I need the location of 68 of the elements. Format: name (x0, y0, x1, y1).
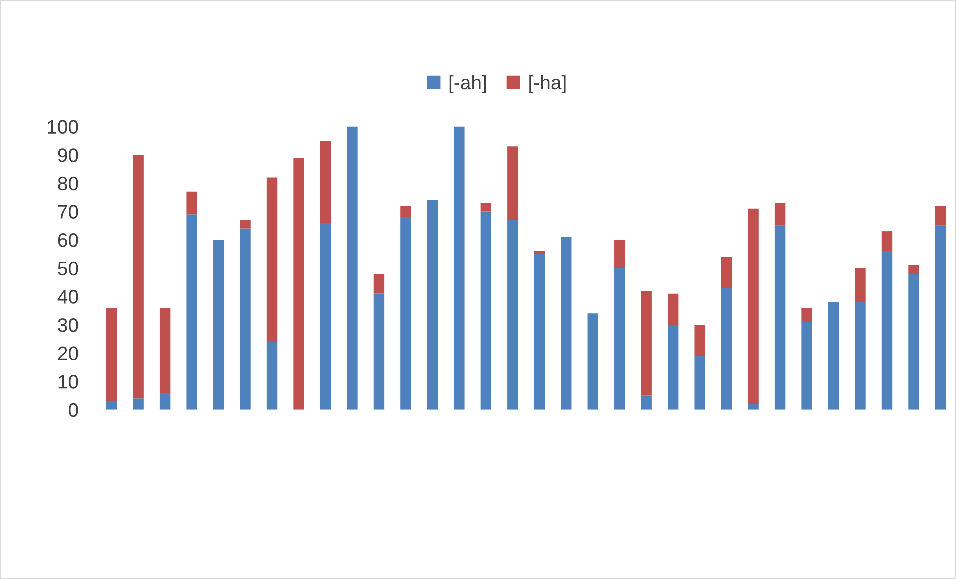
legend-label: [-ha] (530, 75, 566, 94)
bar (882, 232, 893, 252)
bar (266, 178, 278, 342)
y-tick-label: 20 (58, 346, 78, 361)
bar (213, 240, 224, 410)
bar (721, 257, 732, 288)
bar (561, 237, 572, 410)
bar (400, 217, 412, 410)
bar (694, 356, 706, 410)
bar (266, 342, 278, 410)
bar (694, 324, 706, 356)
bar (908, 274, 920, 410)
bar (855, 268, 866, 302)
bar (721, 288, 732, 410)
bar (668, 294, 679, 325)
bar (427, 200, 438, 410)
y-tick-label: 60 (58, 234, 78, 248)
legend-label: [-ah] (450, 75, 486, 94)
y-tick-label: 100 (48, 120, 78, 134)
y-tick-label: 80 (58, 176, 78, 191)
bar (508, 220, 518, 410)
bar (748, 208, 759, 404)
bar (668, 324, 679, 410)
bar (320, 140, 332, 224)
bar (774, 226, 786, 410)
bar (186, 214, 198, 410)
bar (106, 401, 118, 410)
bar (320, 223, 332, 410)
bar (160, 308, 171, 393)
bar (133, 398, 144, 410)
bar (133, 155, 144, 399)
bar (186, 192, 198, 215)
bar (480, 203, 492, 212)
bar (802, 308, 812, 322)
y-tick-label: 10 (58, 375, 78, 389)
bar (935, 206, 946, 226)
bar (748, 404, 759, 410)
bar (534, 254, 545, 410)
bar (641, 396, 652, 410)
bar (240, 228, 251, 410)
y-tick-label: 0 (68, 403, 78, 418)
bar (855, 302, 866, 410)
bar (160, 392, 171, 410)
bar (347, 126, 358, 410)
bar (454, 126, 465, 410)
bar (614, 268, 626, 410)
bar (240, 220, 251, 229)
bar (508, 146, 518, 220)
bar (935, 226, 946, 410)
y-tick-label: 70 (58, 205, 78, 219)
y-tick-label: 30 (58, 318, 78, 332)
bar (588, 314, 598, 410)
bar (614, 240, 626, 268)
bar (908, 266, 920, 274)
bar (374, 274, 385, 294)
bar (374, 294, 385, 410)
y-tick-label: 50 (58, 262, 78, 276)
y-tick-label: 40 (58, 290, 78, 304)
bar (400, 206, 412, 218)
bar (802, 322, 812, 410)
bar (774, 203, 786, 226)
bar (106, 308, 118, 402)
bar (480, 212, 492, 410)
bar (641, 291, 652, 396)
bar (294, 158, 304, 410)
bar (882, 251, 893, 410)
bar (828, 302, 840, 410)
y-tick-label: 90 (58, 148, 78, 162)
